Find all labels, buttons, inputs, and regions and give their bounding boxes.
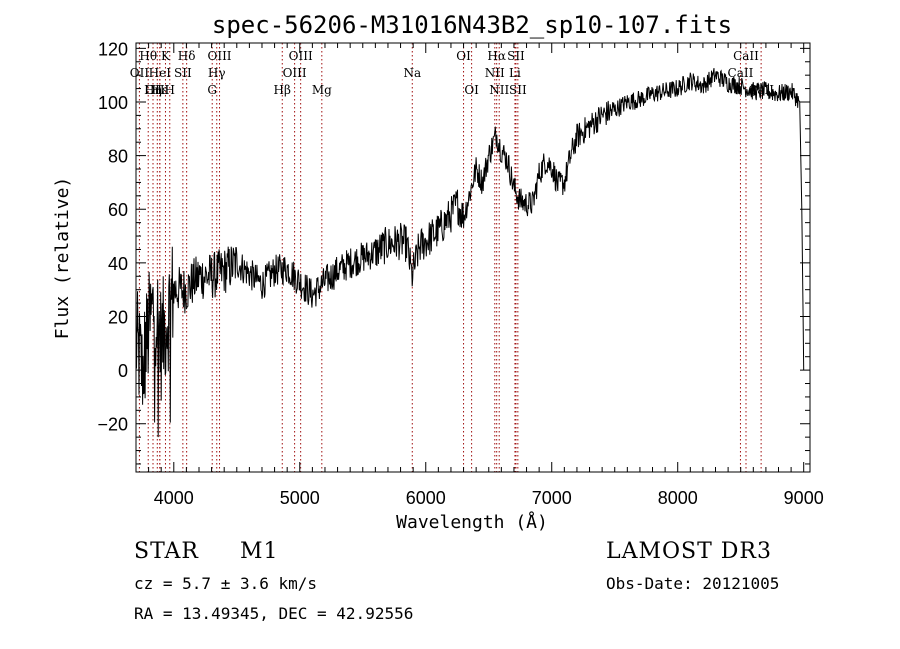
emission-line-label: CaII: [728, 66, 754, 80]
emission-line-label: Hβ: [274, 83, 291, 97]
object-subclass: M1: [240, 539, 279, 564]
emission-line-label: Mg: [312, 83, 332, 97]
emission-line-label: CaII: [748, 83, 774, 97]
coordinates: RA = 13.49345, DEC = 42.92556: [134, 604, 414, 623]
y-tick-label: 120: [98, 39, 128, 59]
emission-line-label: Hη: [144, 83, 162, 97]
emission-line-label: OIII: [207, 49, 231, 63]
x-tick-label: 8000: [658, 488, 698, 508]
x-tick-label: 6000: [406, 488, 446, 508]
emission-line-label: SII: [174, 66, 192, 80]
redshift-velocity: cz = 5.7 ± 3.6 km/s: [134, 574, 318, 593]
emission-line-label: SII: [507, 49, 525, 63]
observation-date: Obs-Date: 20121005: [606, 574, 780, 593]
survey-name: LAMOST DR3: [606, 539, 772, 564]
y-tick-label: 20: [108, 307, 128, 327]
emission-line-label: Hδ: [178, 49, 196, 63]
emission-line-label: OI: [464, 83, 479, 97]
emission-line-label: NII: [489, 83, 509, 97]
x-tick-label: 5000: [280, 488, 320, 508]
y-tick-label: −20: [97, 415, 128, 435]
emission-line-label: H: [165, 83, 175, 97]
emission-line-label: NII: [485, 66, 505, 80]
emission-line-label: OI: [456, 49, 471, 63]
emission-line-label: Li: [509, 66, 521, 80]
y-tick-label: 80: [108, 147, 128, 167]
x-tick-label: 7000: [532, 488, 572, 508]
ticks-layer: 4000 5000 6000 7000 8000 9000 −20 0 20 40 60 80 100 1…: [97, 39, 823, 508]
y-tick-label: 60: [108, 200, 128, 220]
emission-line-label: OIII: [283, 66, 307, 80]
spectrum-flux-line: [135, 68, 805, 438]
emission-line-label: SII: [509, 83, 527, 97]
plot-frame: [135, 42, 811, 473]
emission-line-label: OIII: [289, 49, 313, 63]
emission-line-label: Hε: [151, 83, 168, 97]
emission-line-label: Na: [403, 66, 421, 80]
emission-line-label: K: [161, 49, 171, 63]
y-tick-label: 40: [108, 254, 128, 274]
emission-line-label: G: [207, 83, 217, 97]
y-tick-label: 100: [98, 93, 128, 113]
emission-line-label: HeI: [149, 66, 172, 80]
emission-line-label: Hθ: [139, 49, 157, 63]
emission-line-label: CaII: [733, 49, 759, 63]
emission-line-label: OIII: [145, 83, 169, 97]
y-tick-label: 0: [118, 361, 128, 381]
object-class: STAR: [134, 539, 199, 564]
x-tick-label: 4000: [154, 488, 194, 508]
x-tick-label: 9000: [784, 488, 824, 508]
x-axis-label: Wavelength (Å): [396, 511, 548, 533]
series-layer: [135, 68, 805, 438]
emission-line-label: OII: [130, 66, 150, 80]
y-axis-label: Flux (relative): [52, 177, 73, 340]
emission-line-label: Hα: [487, 49, 506, 63]
emission-line-label: Hγ: [208, 66, 226, 80]
chart-title: spec-56206-M31016N43B2_sp10-107.fits: [212, 11, 732, 39]
